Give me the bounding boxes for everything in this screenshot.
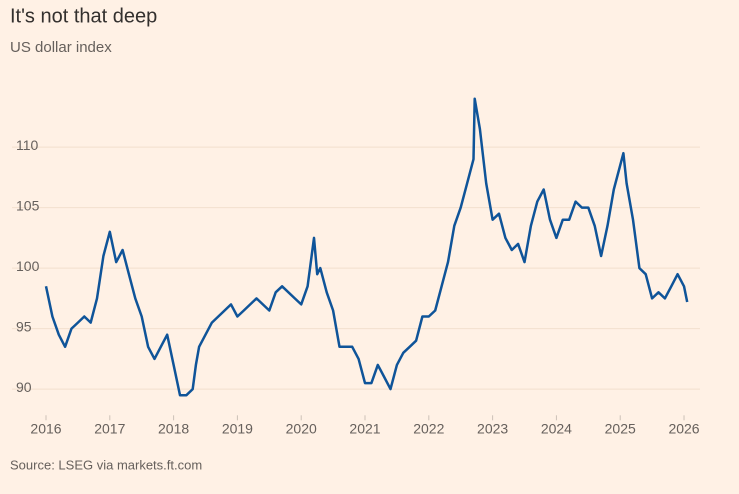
x-tick-label: 2021 bbox=[349, 421, 380, 437]
x-tick-label: 2024 bbox=[541, 421, 572, 437]
x-tick-label: 2016 bbox=[30, 421, 61, 437]
x-tick-label: 2017 bbox=[94, 421, 125, 437]
x-tick-label: 2026 bbox=[668, 421, 699, 437]
x-tick-label: 2025 bbox=[605, 421, 636, 437]
x-tick-label: 2019 bbox=[222, 421, 253, 437]
source: Source: LSEG via markets.ft.com bbox=[10, 457, 202, 472]
chart-subtitle: US dollar index bbox=[10, 39, 112, 56]
y-tick-label: 100 bbox=[16, 258, 40, 274]
x-tick-label: 2020 bbox=[286, 421, 317, 437]
x-tick-label: 2023 bbox=[477, 421, 508, 437]
x-tick-label: 2018 bbox=[158, 421, 189, 437]
y-tick-label: 110 bbox=[16, 137, 39, 153]
y-tick-label: 95 bbox=[16, 318, 32, 334]
chart-title: It's not that deep bbox=[10, 5, 157, 27]
y-tick-label: 90 bbox=[16, 379, 32, 395]
y-tick-label: 105 bbox=[16, 197, 40, 213]
data-line bbox=[44, 97, 689, 397]
x-tick-label: 2022 bbox=[413, 421, 444, 437]
